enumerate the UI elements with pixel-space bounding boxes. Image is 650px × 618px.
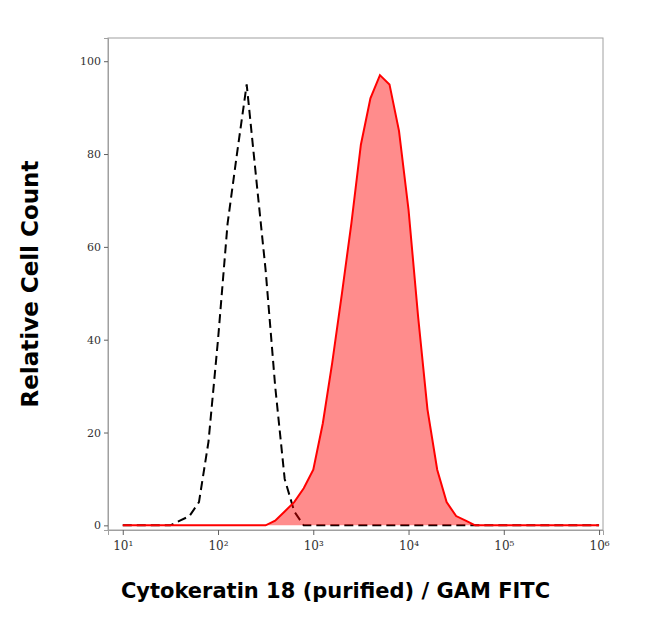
x-tick-label: 10²: [208, 539, 228, 553]
area-outline: [123, 75, 599, 525]
x-tick-mark: [313, 530, 314, 535]
y-tick-label: 40: [87, 334, 101, 347]
y-tick: 40: [87, 334, 108, 347]
y-tick: 0: [94, 519, 108, 532]
y-tick-mark: [104, 247, 108, 248]
y-tick-mark: [104, 433, 108, 434]
y-tick: 100: [80, 55, 108, 68]
y-tick-mark: [104, 154, 108, 155]
x-tick-mark: [599, 530, 600, 535]
x-tick-mark: [409, 530, 410, 535]
y-axis: 0 20 40 60 80 100: [80, 39, 109, 533]
x-axis: 10¹ 10² 10³ 10⁴ 10⁵ 10⁶: [109, 530, 610, 553]
x-axis-line: [109, 531, 604, 536]
x-tick: 10⁴: [399, 530, 419, 553]
y-tick: 80: [87, 148, 108, 161]
x-tick: 10¹: [113, 530, 133, 553]
y-tick-label: 20: [87, 427, 101, 440]
plot-area: [123, 75, 599, 525]
x-tick: 10²: [208, 530, 228, 553]
x-tick-label: 10⁶: [590, 539, 610, 553]
chart: 10¹ 10² 10³ 10⁴ 10⁵ 10⁶ 0 20 40 60 80 100 Cytokerati…: [0, 0, 650, 618]
plot-frame: [108, 38, 603, 530]
y-tick-label: 0: [94, 519, 101, 532]
y-axis-title: Relative Cell Count: [17, 161, 43, 408]
x-tick-label: 10⁵: [494, 539, 514, 553]
x-tick-label: 10¹: [113, 539, 133, 553]
y-tick-label: 60: [87, 241, 101, 254]
y-tick-mark: [104, 525, 108, 526]
x-tick-label: 10³: [304, 539, 324, 553]
x-axis-title: Cytokeratin 18 (purified) / GAM FITC: [121, 579, 550, 603]
y-tick-mark: [104, 340, 108, 341]
x-tick-mark: [218, 530, 219, 535]
x-tick: 10⁶: [590, 530, 610, 553]
y-axis-line: [104, 39, 109, 531]
x-tick-mark: [504, 530, 505, 535]
area-fill: [123, 75, 599, 525]
y-tick: 20: [87, 427, 108, 440]
y-tick-label: 80: [87, 148, 101, 161]
x-tick-label: 10⁴: [399, 539, 419, 553]
x-tick: 10⁵: [494, 530, 514, 553]
y-tick: 60: [87, 241, 108, 254]
x-tick-mark: [123, 530, 124, 535]
y-tick-label: 100: [80, 55, 101, 68]
y-tick-mark: [104, 61, 108, 62]
x-tick: 10³: [304, 530, 324, 553]
